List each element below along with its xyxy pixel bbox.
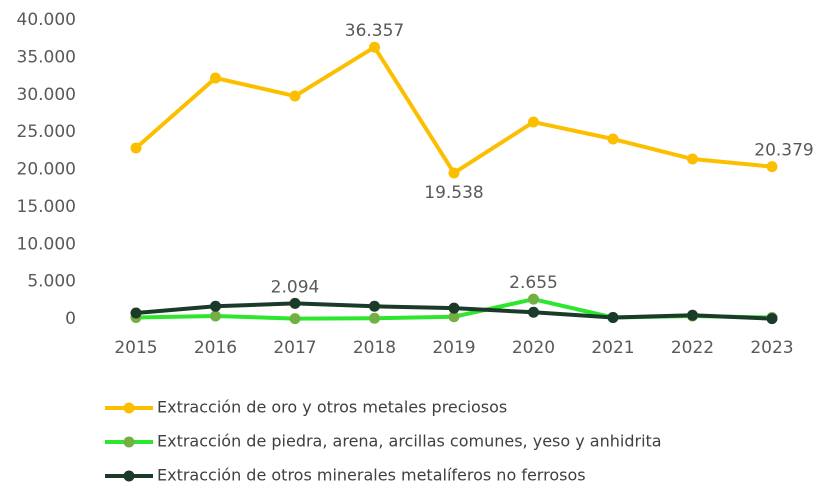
data-label: 20.379 [754,141,813,161]
data-point [766,161,778,173]
y-tick-label: 35.000 [17,47,76,67]
data-point [687,153,698,165]
y-tick-label: 40.000 [17,10,76,30]
data-point [210,310,221,322]
data-point [528,306,539,318]
y-tick-label: 15.000 [17,197,76,217]
data-label: 2.655 [509,273,558,293]
y-tick-label: 25.000 [17,122,76,142]
x-tick-label: 2018 [353,338,396,358]
data-point [448,302,460,314]
y-tick-label: 5.000 [27,272,76,292]
x-tick-label: 2022 [671,338,714,358]
data-point [528,293,539,305]
legend-marker [123,470,135,482]
y-tick-label: 20.000 [17,160,76,180]
data-label: 36.357 [345,21,404,41]
legend: Extracción de oro y otros metales precio… [105,398,662,485]
legend-label: Extracción de piedra, arena, arcillas co… [157,432,662,451]
x-tick-label: 2017 [273,338,316,358]
data-point [369,300,380,312]
data-point [448,311,460,323]
y-tick-label: 30.000 [17,85,76,105]
series-line [134,45,773,175]
data-label: 19.538 [424,183,483,203]
x-tick-label: 2020 [512,338,555,358]
x-tick-label: 2019 [432,338,475,358]
data-point [766,313,778,325]
data-point [528,116,539,128]
data-point [289,90,301,102]
data-point [369,312,380,324]
data-point [210,300,221,312]
data-point [448,167,460,179]
x-tick-label: 2021 [591,338,634,358]
y-tick-label: 10.000 [17,234,76,254]
x-tick-label: 2023 [750,338,793,358]
data-point [210,72,221,84]
data-point [130,142,142,154]
data-point [130,307,142,319]
data-point [687,309,698,321]
data-point [369,41,380,53]
legend-marker [123,436,135,448]
data-label: 2.094 [271,277,320,297]
data-point [289,313,301,325]
data-point [607,312,619,324]
data-point [607,133,619,145]
legend-label: Extracción de oro y otros metales precio… [157,398,507,417]
x-tick-label: 2016 [194,338,237,358]
legend-label: Extracción de otros minerales metalífero… [157,466,586,485]
y-tick-label: 0 [65,309,76,329]
x-tick-label: 2015 [114,338,157,358]
legend-marker [123,402,135,414]
data-point [289,297,301,309]
